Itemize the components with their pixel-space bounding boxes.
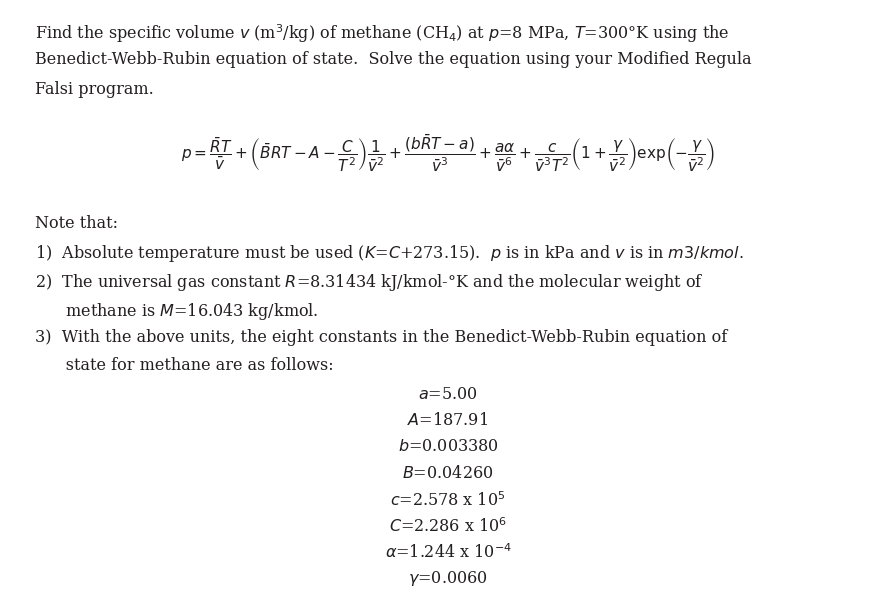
Text: $\gamma$=0.0060: $\gamma$=0.0060 xyxy=(409,569,487,588)
Text: Benedict-Webb-Rubin equation of state.  Solve the equation using your Modified R: Benedict-Webb-Rubin equation of state. S… xyxy=(35,52,752,69)
Text: $a$=5.00: $a$=5.00 xyxy=(418,386,478,403)
Text: $B$=0.04260: $B$=0.04260 xyxy=(402,464,494,482)
Text: 1)  Absolute temperature must be used ($K$=$C$+273.15).  $p$ is in kPa and $v$ i: 1) Absolute temperature must be used ($K… xyxy=(35,244,744,264)
Text: Note that:: Note that: xyxy=(35,215,118,232)
Text: methane is $M$=16.043 kg/kmol.: methane is $M$=16.043 kg/kmol. xyxy=(35,301,319,321)
Text: $C$=2.286 x 10$^6$: $C$=2.286 x 10$^6$ xyxy=(389,517,507,535)
Text: 2)  The universal gas constant $R$=8.31434 kJ/kmol-°K and the molecular weight o: 2) The universal gas constant $R$=8.3143… xyxy=(35,272,703,293)
Text: $b$=0.003380: $b$=0.003380 xyxy=(398,438,498,455)
Text: $p = \dfrac{\bar{R}T}{\bar{v}} + \left(\bar{B}RT - A - \dfrac{C}{T^2}\right)\dfr: $p = \dfrac{\bar{R}T}{\bar{v}} + \left(\… xyxy=(181,132,715,174)
Text: $A$=187.91: $A$=187.91 xyxy=(408,412,488,429)
Text: state for methane are as follows:: state for methane are as follows: xyxy=(35,358,333,375)
Text: $\alpha$=1.244 x 10$^{-4}$: $\alpha$=1.244 x 10$^{-4}$ xyxy=(384,543,512,562)
Text: Find the specific volume $v$ (m$^3$/kg) of methane (CH$_4$) at $p$=8 MPa, $T$=30: Find the specific volume $v$ (m$^3$/kg) … xyxy=(35,22,729,44)
Text: $c$=2.578 x 10$^5$: $c$=2.578 x 10$^5$ xyxy=(391,491,505,509)
Text: Falsi program.: Falsi program. xyxy=(35,81,154,98)
Text: 3)  With the above units, the eight constants in the Benedict-Webb-Rubin equatio: 3) With the above units, the eight const… xyxy=(35,329,728,346)
